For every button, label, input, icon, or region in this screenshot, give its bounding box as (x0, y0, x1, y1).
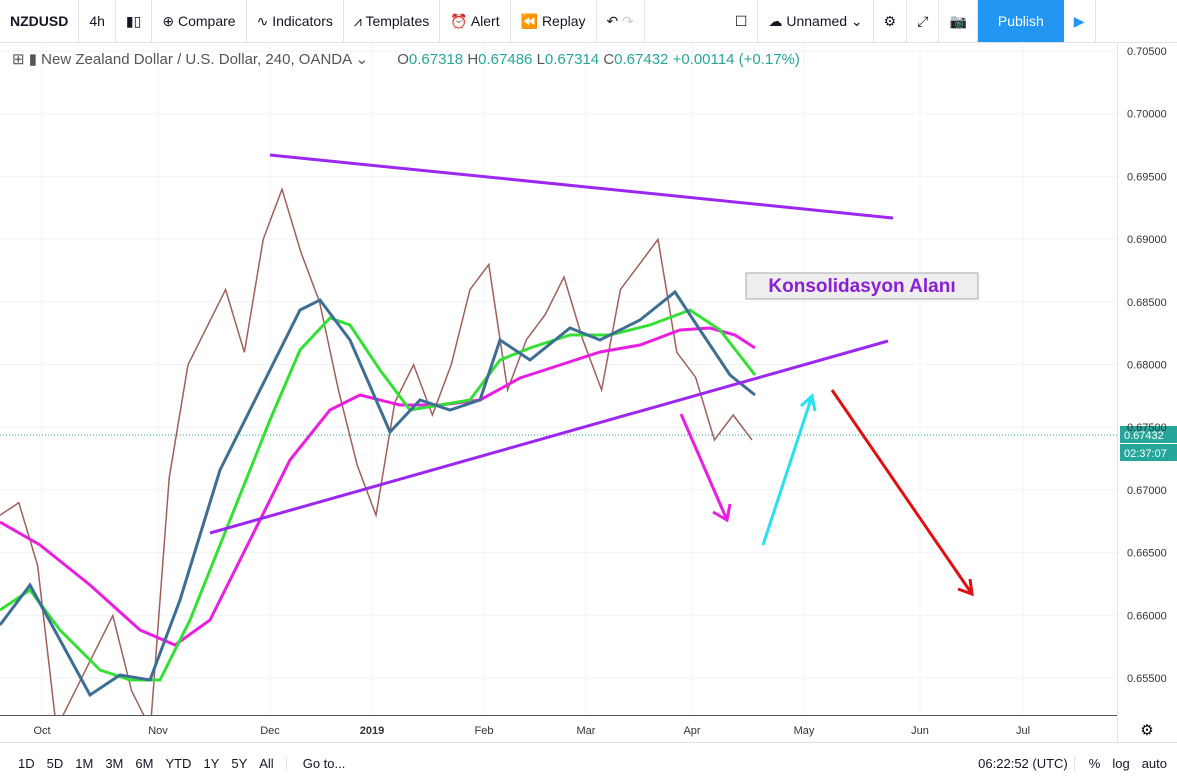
open: 0.67318 (408, 51, 464, 68)
select[interactable]: ☐ (645, 0, 759, 42)
range-button[interactable]: 3M (105, 755, 124, 771)
replay[interactable]: ⏪ Replay (511, 0, 597, 42)
ma-line (0, 308, 757, 682)
time-label: 2019 (360, 725, 384, 737)
c: C (603, 51, 615, 68)
chart: Konsolidasyon Alanı 0.67432 02:37:07 ⚙ 0… (0, 42, 1177, 742)
bottom-bar: 1D 5D 1M 3M 6M YTD 1Y 5Y All Go to... 06:22:52 (… (0, 742, 1177, 783)
countdown: 02:37:07 (1124, 448, 1167, 460)
range-button[interactable]: All (259, 755, 274, 771)
percent[interactable]: % (1073, 755, 1107, 771)
ma-line (0, 289, 756, 698)
symbol[interactable]: NZDUSD (0, 0, 80, 42)
indicators[interactable]: ∿ Indicators (247, 0, 344, 42)
moving-averages (0, 289, 757, 698)
axis-border (0, 715, 1117, 716)
axis-border (1117, 42, 1118, 742)
price-label: 0.68500 (1127, 297, 1167, 309)
price-line (0, 186, 753, 715)
clock: 06:22:52 (UTC) (978, 755, 1068, 771)
annotation-box (745, 272, 979, 300)
templates[interactable]: ⩘ Templates (344, 0, 441, 42)
trend-line (209, 339, 889, 535)
range-button[interactable]: 5Y (231, 755, 248, 771)
low: 0.67314 (544, 51, 600, 68)
publish[interactable]: Publish (977, 0, 1064, 42)
toolbar: NZDUSD 4h ▮▯ ⊕ Compare ∿ Indicators ⩘ Te… (0, 0, 1177, 43)
trend-line (269, 153, 894, 220)
time-label: Jun (911, 725, 929, 737)
countdown-box (1120, 444, 1177, 461)
time-label: Mar (577, 725, 596, 737)
time-label: Oct (33, 725, 50, 737)
arrow (761, 393, 817, 546)
high: 0.67486 (478, 51, 533, 68)
label: Alert (470, 13, 500, 29)
time-label: Nov (148, 725, 168, 737)
price-label: 0.67000 (1127, 485, 1167, 497)
last-price: 0.67432 (1124, 430, 1164, 442)
close: 0.67432 (614, 51, 669, 68)
label: Unnamed (786, 13, 848, 29)
drawings (209, 153, 974, 597)
annotation: Konsolidasyon Alanı (768, 276, 955, 297)
undo-redo[interactable]: ↶ ↷ (597, 0, 645, 42)
label: Compare (177, 13, 236, 29)
change: +0.00114 (+0.17%) (672, 51, 800, 68)
price-label: 0.68000 (1127, 360, 1167, 372)
compare[interactable]: ⊕ Compare (152, 0, 247, 42)
ranges: 1D 5D 1M 3M 6M YTD 1Y 5Y All (0, 756, 286, 771)
label: Replay (541, 13, 586, 29)
range-button[interactable]: 6M (135, 755, 154, 771)
alert[interactable]: ⏰ Alert (440, 0, 511, 42)
legend: ⊞ ▮ New Zealand Dollar / U.S. Dollar, 24… (12, 51, 800, 68)
time-label: Dec (260, 725, 280, 737)
plot (0, 42, 1117, 715)
time-label: Apr (683, 725, 700, 737)
arrow (679, 413, 732, 523)
time-label: Jul (1016, 725, 1030, 737)
price-label: 0.66000 (1127, 610, 1167, 622)
h: H (467, 51, 479, 68)
title: New Zealand Dollar / U.S. Dollar, 240, O… (41, 51, 352, 68)
layout[interactable]: ☁ Unnamed ⌄ (758, 0, 874, 42)
label: Indicators (272, 13, 333, 29)
log[interactable]: log (1112, 755, 1130, 771)
price-label: 0.67500 (1127, 422, 1167, 434)
price-label: 0.66500 (1127, 548, 1167, 560)
l: L (536, 51, 545, 68)
o: O (397, 51, 409, 68)
price-label: 0.70000 (1127, 109, 1167, 121)
label: Templates (365, 13, 430, 29)
price-label: 0.65500 (1127, 673, 1167, 685)
axis-settings[interactable]: ⚙ (1140, 722, 1153, 739)
chart-type[interactable]: ▮▯ (116, 0, 153, 42)
arrow (830, 389, 974, 597)
range-button[interactable]: 1M (75, 755, 94, 771)
snapshot[interactable]: 📷 (939, 0, 978, 42)
fullscreen[interactable]: ⤢ (907, 0, 940, 42)
auto[interactable]: auto (1141, 755, 1167, 771)
range-button[interactable]: 1Y (203, 755, 220, 771)
last-price-box (1120, 426, 1177, 443)
interval[interactable]: 4h (79, 0, 116, 42)
play[interactable]: ▶ (1064, 0, 1096, 42)
price-label: 0.69500 (1127, 171, 1167, 183)
time-label: Feb (475, 725, 494, 737)
range-button[interactable]: YTD (165, 755, 192, 771)
price-label: 0.70500 (1127, 46, 1167, 58)
settings[interactable]: ⚙ (874, 0, 908, 42)
range-button[interactable]: 1D (18, 755, 35, 771)
ma-line (0, 326, 756, 647)
time-label: May (794, 725, 815, 737)
goto[interactable]: Go to... (285, 755, 352, 771)
range-button[interactable]: 5D (46, 755, 64, 771)
price-label: 0.69000 (1127, 234, 1167, 246)
